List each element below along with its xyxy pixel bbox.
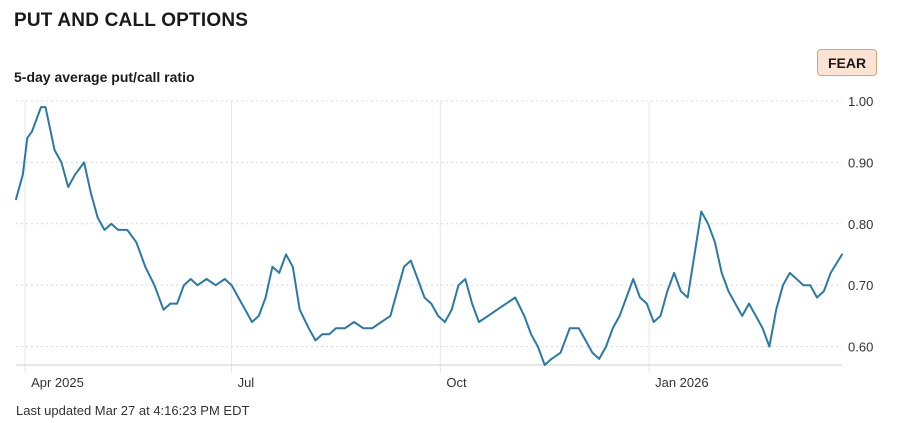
- y-axis-tick-labels: 1.00 0.90 0.80 0.70 0.60: [848, 94, 873, 355]
- x-tick-label: Apr 2025: [31, 375, 84, 390]
- y-tick-label: 0.80: [848, 217, 873, 232]
- chart-subtitle: 5-day average put/call ratio: [14, 69, 195, 85]
- x-tick-label: Jan 2026: [655, 375, 709, 390]
- y-tick-label: 0.60: [848, 340, 873, 355]
- horizontal-gridlines: [16, 100, 842, 348]
- y-tick-label: 1.00: [848, 94, 873, 109]
- x-tick-label: Oct: [446, 375, 467, 390]
- put-call-line-chart: 1.00 0.90 0.80 0.70 0.60 Apr 2025 Jul Oct Jan 2…: [15, 94, 873, 390]
- put-call-ratio-line: [15, 106, 843, 366]
- x-axis-tick-labels: Apr 2025 Jul Oct Jan 2026: [31, 375, 709, 390]
- y-tick-label: 0.70: [848, 278, 873, 293]
- vertical-gridlines: [24, 101, 650, 373]
- x-tick-label: Jul: [238, 375, 255, 390]
- y-tick-label: 0.90: [848, 155, 873, 170]
- fear-badge: FEAR: [817, 49, 877, 76]
- chart-title: PUT AND CALL OPTIONS: [14, 10, 249, 31]
- last-updated-text: Last updated Mar 27 at 4:16:23 PM EDT: [16, 403, 250, 418]
